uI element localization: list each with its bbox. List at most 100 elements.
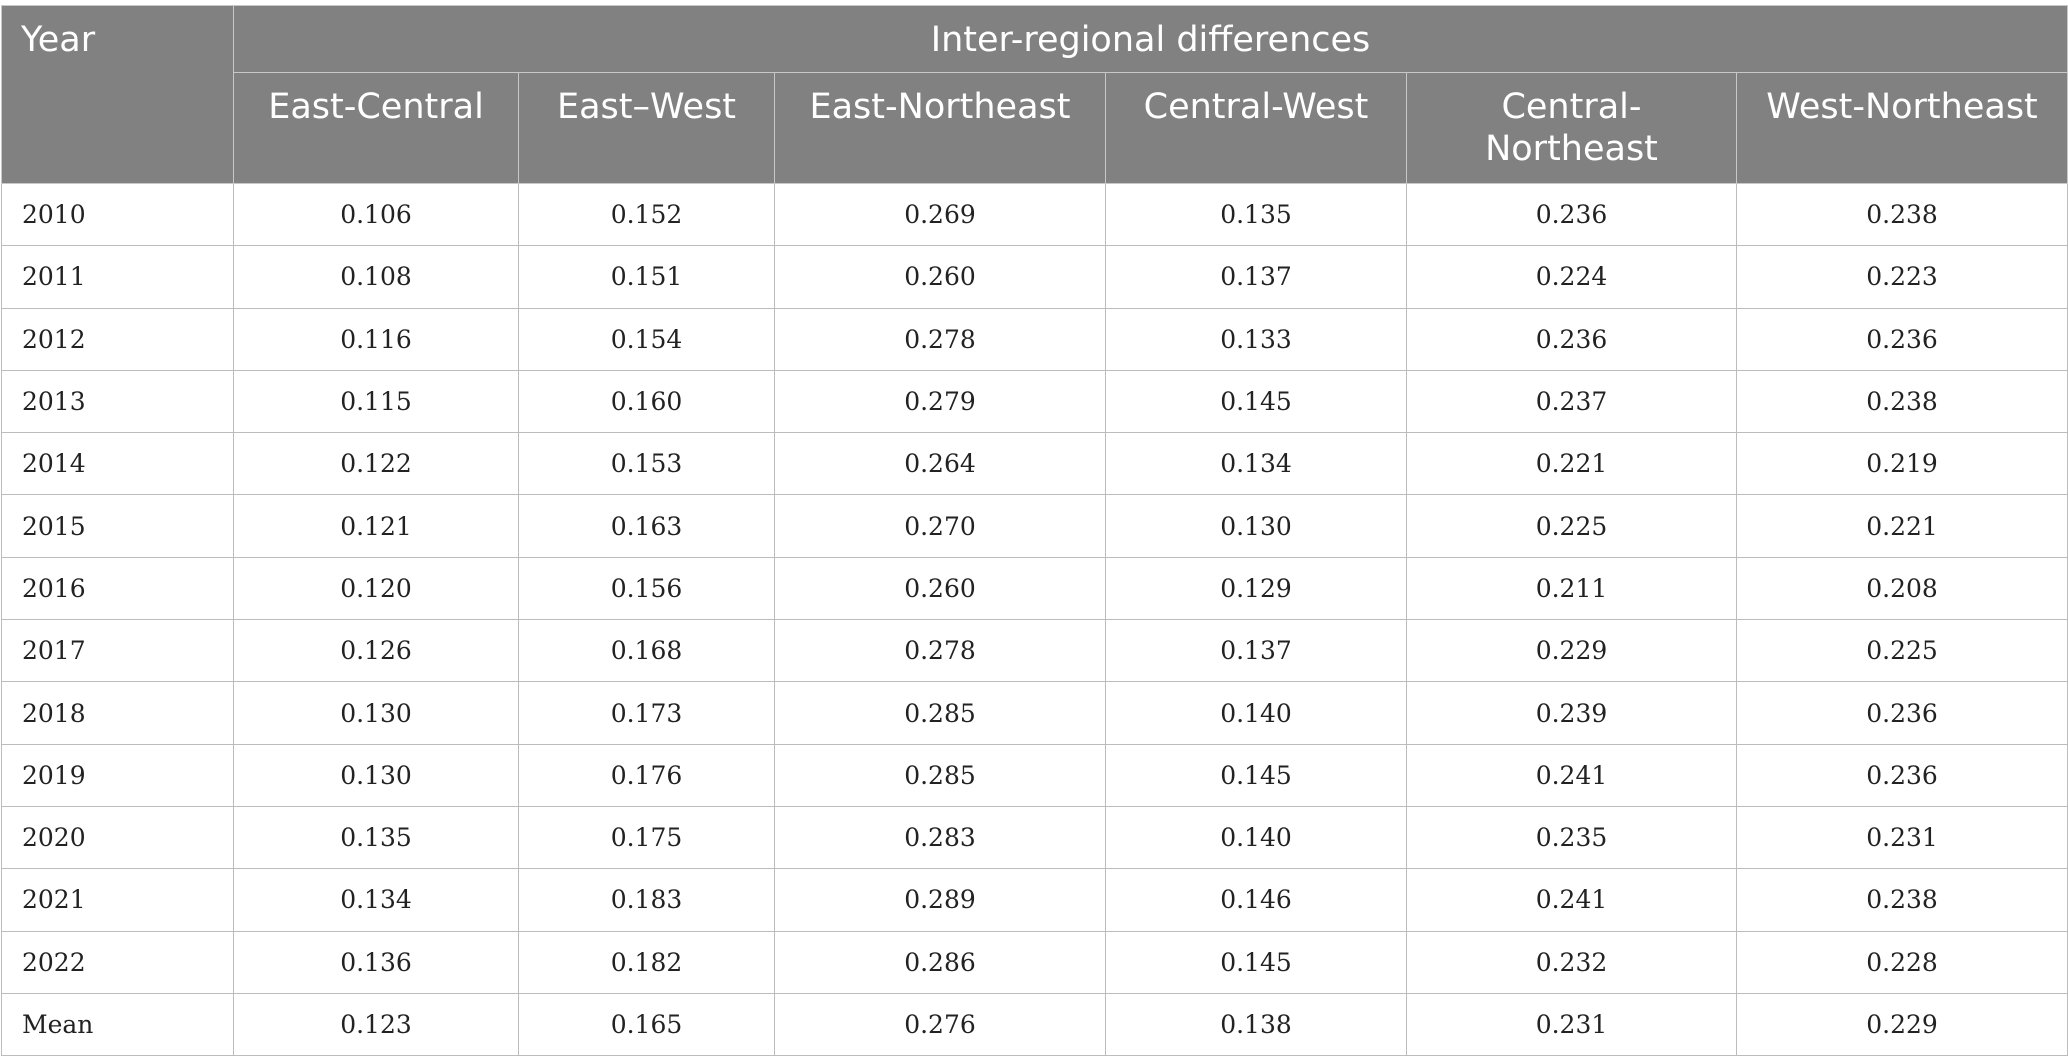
east-northeast-cell: 0.283: [774, 805, 1106, 870]
west-northeast-cell: 0.231: [1735, 805, 2068, 870]
header-row-columns: East-Central East–West East-Northeast Ce…: [2, 72, 2068, 184]
west-northeast-cell: 0.208: [1735, 556, 2068, 621]
column-header-east-west: East–West: [518, 72, 775, 184]
east-central-cell: 0.106: [233, 182, 519, 247]
central-northeast-cell: 0.232: [1406, 930, 1737, 994]
table-row: 2020 0.135 0.175 0.283 0.140 0.235 0.231: [1, 805, 2068, 870]
west-northeast-cell: 0.238: [1735, 868, 2068, 932]
year-cell: 2015: [1, 494, 234, 558]
year-cell: 2013: [1, 369, 234, 434]
east-west-cell: 0.175: [518, 805, 775, 870]
table-row: Mean 0.123 0.165 0.276 0.138 0.231 0.229: [1, 992, 2068, 1057]
central-northeast-cell: 0.241: [1406, 743, 1737, 807]
east-northeast-cell: 0.260: [774, 556, 1106, 621]
central-northeast-cell: 0.236: [1406, 307, 1737, 371]
east-central-cell: 0.123: [233, 992, 519, 1057]
year-column-header: Year: [1, 5, 234, 184]
year-cell: 2021: [1, 868, 234, 932]
west-northeast-cell: 0.236: [1735, 307, 2068, 371]
central-west-cell: 0.133: [1105, 307, 1407, 371]
year-cell: 2016: [1, 556, 234, 621]
east-northeast-cell: 0.285: [774, 681, 1106, 745]
column-header-east-central: East-Central: [233, 72, 519, 184]
table-row: 2012 0.116 0.154 0.278 0.133 0.236 0.236: [1, 307, 2068, 371]
central-west-cell: 0.145: [1105, 743, 1407, 807]
table-row: 2019 0.130 0.176 0.285 0.145 0.241 0.236: [1, 743, 2068, 807]
west-northeast-cell: 0.238: [1735, 182, 2068, 247]
west-northeast-cell: 0.221: [1735, 494, 2068, 558]
column-header-central-northeast: Central- Northeast: [1406, 72, 1737, 184]
east-northeast-cell: 0.260: [774, 245, 1106, 309]
table-row: 2022 0.136 0.182 0.286 0.145 0.232 0.228: [1, 930, 2068, 994]
east-west-cell: 0.160: [518, 369, 775, 434]
east-central-cell: 0.136: [233, 930, 519, 994]
year-cell: 2020: [1, 805, 234, 870]
central-northeast-cell: 0.237: [1406, 369, 1737, 434]
central-northeast-cell: 0.225: [1406, 494, 1737, 558]
east-central-cell: 0.130: [233, 681, 519, 745]
east-northeast-cell: 0.269: [774, 182, 1106, 247]
central-west-cell: 0.134: [1105, 432, 1407, 496]
west-northeast-cell: 0.228: [1735, 930, 2068, 994]
central-west-cell: 0.137: [1105, 619, 1407, 683]
table-row: 2014 0.122 0.153 0.264 0.134 0.221 0.219: [1, 432, 2068, 496]
group-column-header: Inter-regional differences: [232, 5, 2068, 73]
central-west-cell: 0.145: [1105, 369, 1407, 434]
table-row: 2013 0.115 0.160 0.279 0.145 0.237 0.238: [1, 369, 2068, 434]
west-northeast-cell: 0.225: [1735, 619, 2068, 683]
year-cell: 2012: [1, 307, 234, 371]
table-row: 2015 0.121 0.163 0.270 0.130 0.225 0.221: [1, 494, 2068, 558]
east-central-cell: 0.116: [233, 307, 519, 371]
central-west-cell: 0.145: [1105, 930, 1407, 994]
year-cell: 2010: [1, 182, 234, 247]
east-central-cell: 0.121: [233, 494, 519, 558]
west-northeast-cell: 0.229: [1735, 992, 2068, 1057]
east-west-cell: 0.165: [518, 992, 775, 1057]
column-header-central-west: Central-West: [1105, 72, 1407, 184]
table-row: 2017 0.126 0.168 0.278 0.137 0.229 0.225: [1, 619, 2068, 683]
east-northeast-cell: 0.270: [774, 494, 1106, 558]
east-central-cell: 0.134: [233, 868, 519, 932]
central-northeast-cell: 0.224: [1406, 245, 1737, 309]
central-northeast-cell: 0.236: [1406, 182, 1737, 247]
east-northeast-cell: 0.285: [774, 743, 1106, 807]
table-row: 2016 0.120 0.156 0.260 0.129 0.211 0.208: [1, 556, 2068, 621]
east-west-cell: 0.156: [518, 556, 775, 621]
column-header-west-northeast: West-Northeast: [1735, 72, 2068, 184]
east-west-cell: 0.183: [518, 868, 775, 932]
east-northeast-cell: 0.279: [774, 369, 1106, 434]
east-central-cell: 0.130: [233, 743, 519, 807]
east-northeast-cell: 0.276: [774, 992, 1106, 1057]
central-west-cell: 0.146: [1105, 868, 1407, 932]
east-central-cell: 0.126: [233, 619, 519, 683]
east-west-cell: 0.151: [518, 245, 775, 309]
west-northeast-cell: 0.223: [1735, 245, 2068, 309]
west-northeast-cell: 0.238: [1735, 369, 2068, 434]
central-northeast-cell: 0.221: [1406, 432, 1737, 496]
central-west-cell: 0.138: [1105, 992, 1407, 1057]
central-west-cell: 0.130: [1105, 494, 1407, 558]
east-west-cell: 0.152: [518, 182, 775, 247]
central-northeast-cell: 0.235: [1406, 805, 1737, 870]
central-northeast-cell: 0.231: [1406, 992, 1737, 1057]
year-cell: 2017: [1, 619, 234, 683]
central-northeast-cell: 0.229: [1406, 619, 1737, 683]
west-northeast-cell: 0.236: [1735, 681, 2068, 745]
column-header-east-northeast: East-Northeast: [774, 72, 1106, 184]
west-northeast-cell: 0.236: [1735, 743, 2068, 807]
east-west-cell: 0.163: [518, 494, 775, 558]
central-west-cell: 0.140: [1105, 681, 1407, 745]
east-central-cell: 0.120: [233, 556, 519, 621]
east-northeast-cell: 0.289: [774, 868, 1106, 932]
year-cell: Mean: [1, 992, 234, 1057]
table-row: 2021 0.134 0.183 0.289 0.146 0.241 0.238: [1, 868, 2068, 932]
inter-regional-differences-table: Year Inter-regional differences East-Cen…: [1, 5, 2068, 1057]
east-west-cell: 0.182: [518, 930, 775, 994]
table-row: 2018 0.130 0.173 0.285 0.140 0.239 0.236: [1, 681, 2068, 745]
east-west-cell: 0.153: [518, 432, 775, 496]
table-row: 2011 0.108 0.151 0.260 0.137 0.224 0.223: [1, 245, 2068, 309]
east-central-cell: 0.108: [233, 245, 519, 309]
east-central-cell: 0.115: [233, 369, 519, 434]
east-central-cell: 0.122: [233, 432, 519, 496]
year-cell: 2014: [1, 432, 234, 496]
